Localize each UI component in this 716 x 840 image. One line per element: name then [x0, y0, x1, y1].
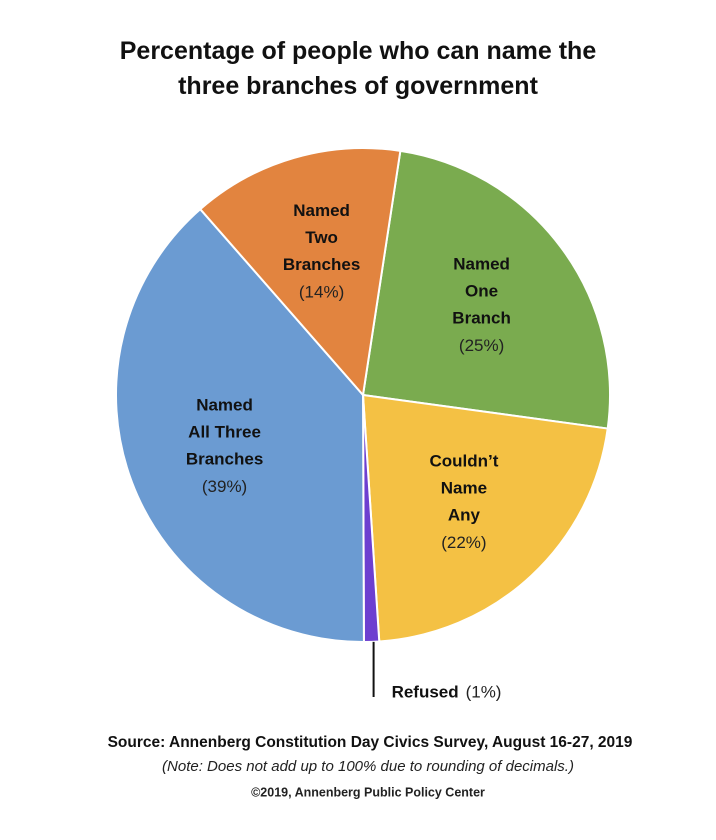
chart-title: Percentage of people who can name the thr… [120, 37, 597, 100]
pie-slice [198, 147, 402, 398]
slice-label: Named All Three Branches [186, 396, 263, 469]
slice-value: (22%) [441, 533, 486, 552]
pie-slice [361, 393, 609, 643]
note: (Note: Does not add up to 100% due to ro… [162, 758, 574, 775]
slice-value: (25%) [459, 336, 504, 355]
slice-label: Couldn’t Name Any [429, 452, 498, 525]
slice-value: (39%) [202, 477, 247, 496]
pie-slice [115, 207, 365, 643]
slice-value: (1%) [466, 682, 502, 701]
copyright: ©2019, Annenberg Public Policy Center [251, 785, 485, 799]
slice-label: Named One Branch [452, 255, 511, 328]
slice-label: Refused [392, 682, 459, 701]
pie-slice [361, 149, 611, 430]
slice-value: (14%) [299, 282, 344, 301]
source: Source: Annenberg Constitution Day Civic… [108, 734, 633, 751]
slice-label: Named Two Branches [283, 201, 360, 274]
